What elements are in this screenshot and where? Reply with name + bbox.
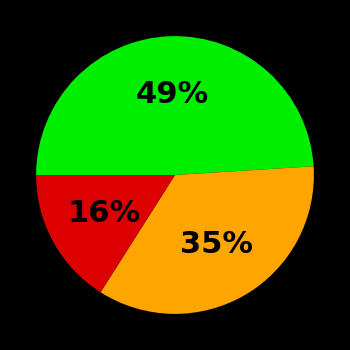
Wedge shape [100, 166, 314, 314]
Text: 16%: 16% [68, 199, 141, 228]
Text: 35%: 35% [180, 230, 252, 259]
Wedge shape [36, 175, 175, 292]
Text: 49%: 49% [136, 80, 209, 109]
Wedge shape [36, 36, 314, 175]
